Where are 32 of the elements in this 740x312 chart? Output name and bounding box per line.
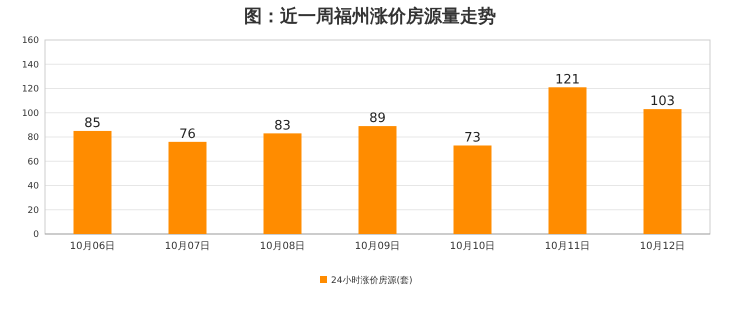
y-tick-label: 140 <box>22 60 40 70</box>
x-tick-label: 10月10日 <box>450 241 496 252</box>
x-tick-label: 10月06日 <box>70 241 116 252</box>
data-label: 121 <box>555 72 580 88</box>
y-tick-label: 60 <box>28 157 40 168</box>
bar <box>454 145 492 234</box>
y-tick-label: 120 <box>22 84 40 94</box>
bar <box>168 142 206 234</box>
data-label: 83 <box>274 118 291 134</box>
bar <box>74 130 112 234</box>
x-tick-label: 10月12日 <box>640 241 686 252</box>
x-tick-label: 10月09日 <box>354 241 400 252</box>
data-label: 89 <box>369 111 386 126</box>
data-label: 85 <box>84 116 101 131</box>
bar <box>264 133 302 234</box>
y-tick-label: 80 <box>28 133 40 143</box>
y-tick-label: 100 <box>22 108 40 119</box>
y-tick-label: 0 <box>33 230 40 240</box>
x-tick-label: 10月07日 <box>164 241 210 252</box>
y-tick-label: 160 <box>22 36 40 46</box>
y-tick-label: 40 <box>28 182 40 192</box>
chart-title: 图：近一周福州涨价房源量走势 <box>244 6 496 27</box>
x-tick-label: 10月08日 <box>260 241 306 252</box>
data-label: 103 <box>650 94 675 110</box>
bar <box>358 126 396 234</box>
x-tick-label: 10月11日 <box>544 241 590 252</box>
data-label: 76 <box>179 126 196 142</box>
bar <box>644 109 682 234</box>
legend-label: 24小时涨价房源(套) <box>331 275 412 286</box>
y-tick-label: 20 <box>28 206 40 216</box>
data-label: 73 <box>464 130 481 146</box>
bar <box>548 87 586 234</box>
